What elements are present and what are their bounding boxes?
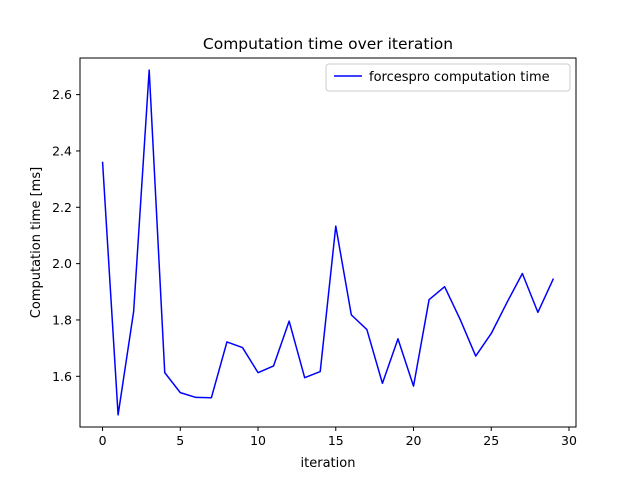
x-tick-label: 15: [328, 433, 344, 448]
x-axis-title: iteration: [301, 456, 356, 471]
data-point: [211, 397, 213, 399]
data-point: [304, 377, 306, 379]
data-point: [164, 372, 166, 374]
data-point: [242, 347, 244, 349]
x-tick-label: 10: [250, 433, 266, 448]
data-point: [537, 312, 539, 314]
y-axis-title: Computation time [ms]: [29, 167, 44, 318]
data-point: [444, 286, 446, 288]
x-tick-label: 20: [406, 433, 422, 448]
data-point: [490, 333, 492, 335]
data-point: [195, 397, 197, 399]
x-tick-label: 30: [561, 433, 577, 448]
data-point: [428, 299, 430, 301]
y-tick-label: 2.0: [52, 256, 72, 271]
y-tick-label: 2.6: [52, 87, 72, 102]
data-point: [117, 414, 119, 416]
data-point: [506, 302, 508, 304]
y-tick-label: 2.2: [52, 200, 72, 215]
data-point: [288, 320, 290, 322]
data-point: [133, 311, 135, 313]
y-axis-ticks: 1.6 1.8 2.0 2.2 2.4 2.6: [52, 87, 80, 384]
data-point: [179, 392, 181, 394]
data-point: [475, 355, 477, 357]
data-point: [226, 341, 228, 343]
data-point: [257, 372, 259, 374]
axes-frame: [79, 57, 577, 428]
data-point: [351, 314, 353, 316]
data-point: [522, 273, 524, 275]
data-point: [397, 338, 399, 340]
legend: forcespro computation time: [325, 63, 571, 92]
legend-label: forcespro computation time: [369, 70, 550, 85]
data-point: [319, 371, 321, 373]
data-point: [459, 319, 461, 321]
y-tick-label: 1.6: [52, 369, 72, 384]
chart-title: Computation time over iteration: [203, 35, 453, 53]
data-point: [148, 69, 150, 71]
legend-box: [325, 63, 571, 92]
x-axis-ticks: 0 5 10 15 20 25 30: [99, 427, 577, 448]
series-layer: [101, 69, 555, 416]
x-tick-label: 0: [99, 433, 107, 448]
data-point: [102, 161, 104, 163]
data-point: [382, 383, 384, 385]
series-line: [101, 69, 555, 416]
y-tick-label: 1.8: [52, 312, 72, 327]
data-point: [335, 225, 337, 227]
y-tick-label: 2.4: [52, 143, 72, 158]
data-point: [366, 329, 368, 331]
x-tick-label: 5: [176, 433, 184, 448]
data-point: [413, 385, 415, 387]
data-point: [273, 365, 275, 367]
x-tick-label: 25: [483, 433, 499, 448]
data-point: [553, 278, 555, 280]
